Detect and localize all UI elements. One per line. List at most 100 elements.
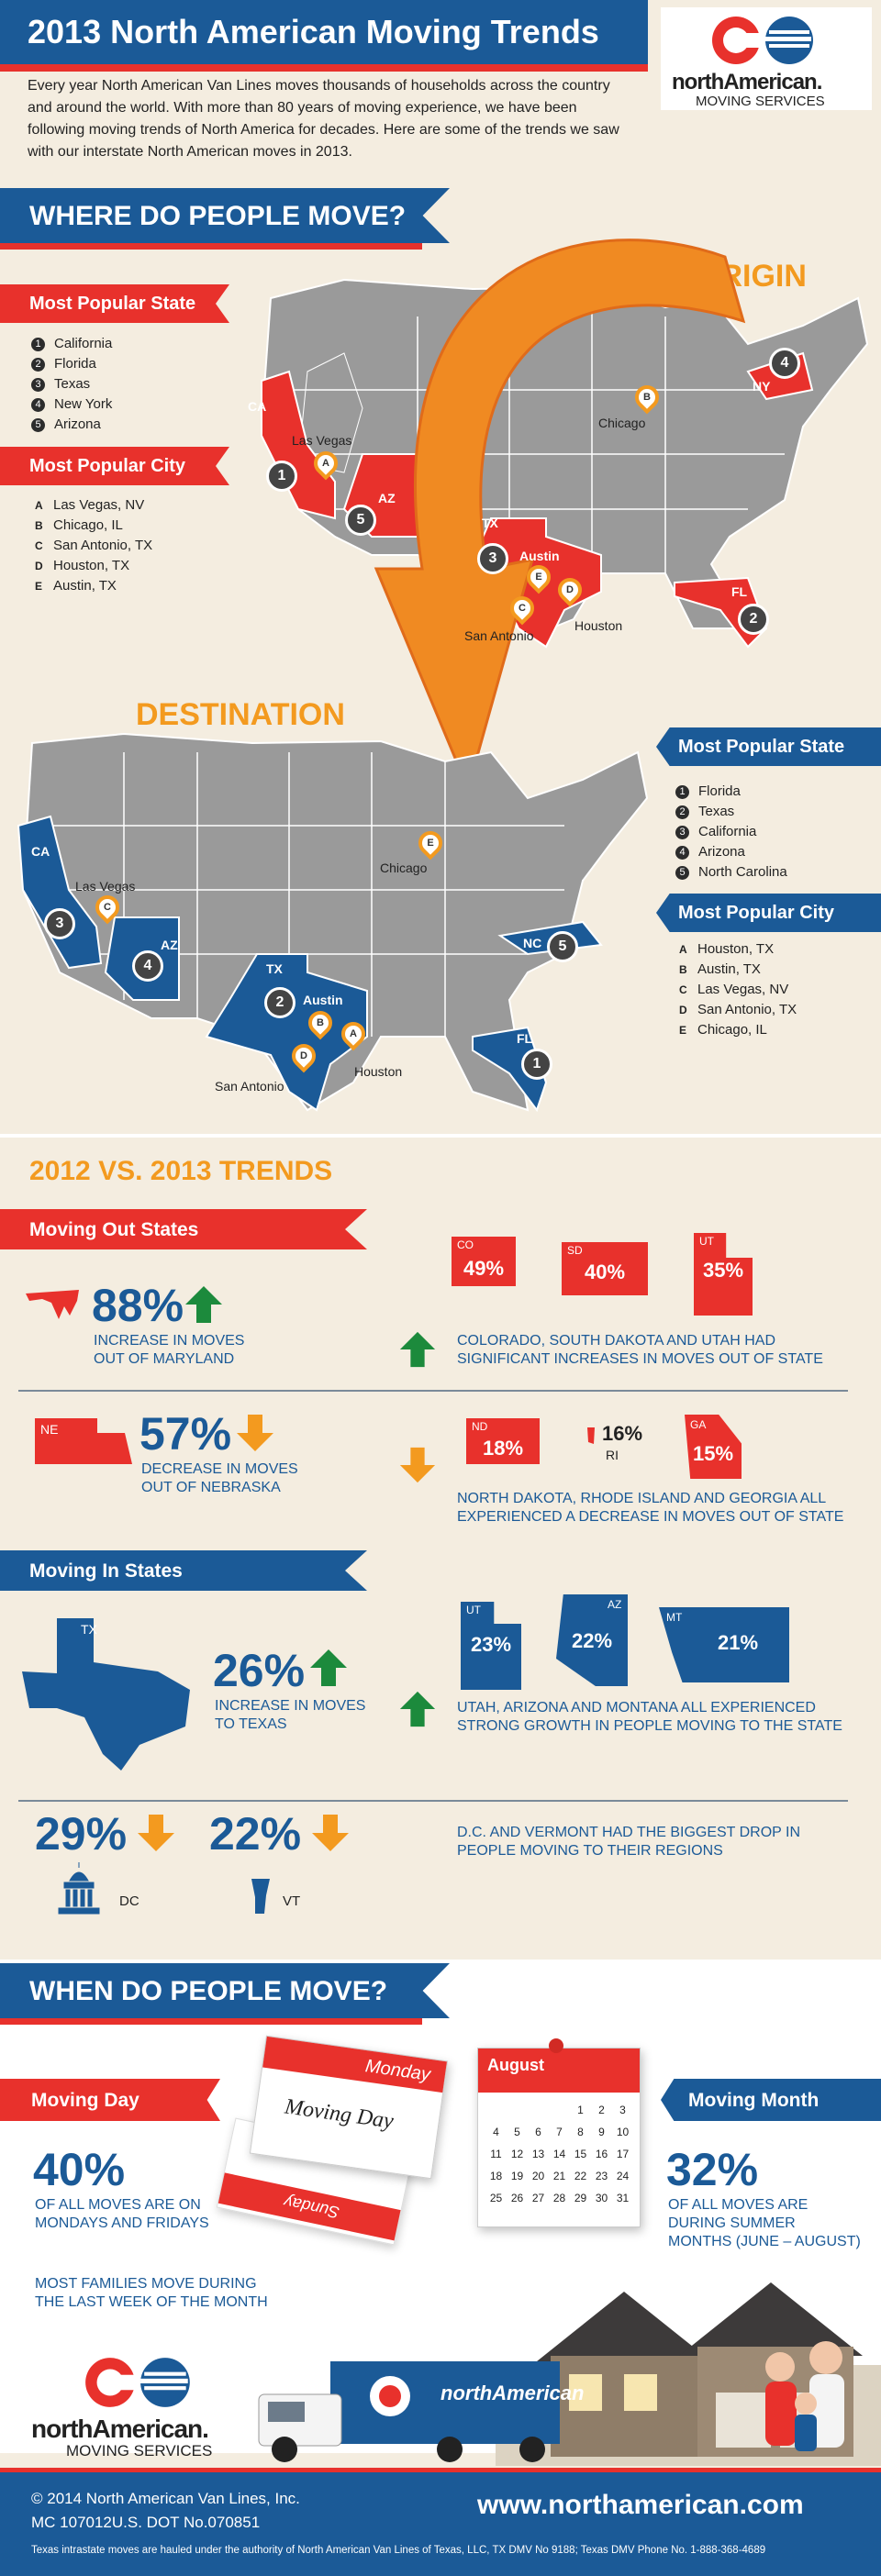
origin-city-banner-label: Most Popular City xyxy=(29,456,186,476)
arrow-up-icon xyxy=(310,1649,347,1686)
origin-map-label-fl: FL xyxy=(731,584,748,599)
calendar-day: 11 xyxy=(490,2148,502,2160)
destination-map-label-houston: Houston xyxy=(354,1064,403,1079)
header-title-bar xyxy=(0,0,648,64)
calendar-day xyxy=(549,2104,570,2126)
origin-rank-badge-4: 4 xyxy=(769,348,800,379)
tx-label: TX xyxy=(81,1622,97,1637)
list-item: 4 Arizona xyxy=(675,842,787,862)
origin-map-label-chicago: Chicago xyxy=(598,416,646,430)
destination-map-label-fl: FL xyxy=(517,1031,533,1046)
list-item: E Austin, TX xyxy=(35,578,117,594)
calendar-day xyxy=(507,2104,528,2126)
calendar-day: 17 xyxy=(616,2148,630,2160)
copyright-text: © 2014 North American Van Lines, Inc. xyxy=(31,2490,300,2507)
calendar-day: 31 xyxy=(616,2192,630,2204)
maryland-state-shape xyxy=(26,1290,79,1319)
month-calendar-title: August xyxy=(487,2056,544,2074)
sd-box: 40% xyxy=(562,1242,648,1295)
footer-bar xyxy=(0,2468,881,2576)
moving-out-banner-label: Moving Out States xyxy=(29,1219,199,1240)
arrow-down-icon xyxy=(399,1447,436,1483)
month-calendar: August 1 2 3 4 5 6 7 8 9 10 11 12 13 14 15 16 17 18 19 20 21… xyxy=(477,2048,641,2227)
co-box: 40%49% xyxy=(452,1237,516,1286)
destination-label: DESTINATION xyxy=(136,697,345,732)
nebraska-state-shape xyxy=(35,1418,132,1464)
ne-text: DECREASE IN MOVES OUT OF NEBRASKA xyxy=(141,1461,298,1495)
moving-month-banner: Moving Month xyxy=(661,2079,881,2121)
destination-state-banner: Most Popular State xyxy=(656,727,881,766)
destination-map-label-ca: CA xyxy=(31,844,50,859)
destination-state-banner-label: Most Popular State xyxy=(678,737,845,757)
where-banner-red-tail xyxy=(0,243,422,250)
co-label: CO xyxy=(457,1238,474,1251)
md-text: INCREASE IN MOVES OUT OF MARYLAND xyxy=(94,1333,245,1367)
origin-map-label-san-antonio: San Antonio xyxy=(464,628,534,643)
calendar-day: 8 xyxy=(577,2126,584,2138)
trends-title: 2012 VS. 2013 TRENDS xyxy=(29,1156,333,1186)
destination-rank-badge-2: 2 xyxy=(264,987,296,1018)
out-up-text: COLORADO, SOUTH DAKOTA AND UTAH HAD SIGN… xyxy=(457,1333,823,1367)
destination-state-list: 1 Florida 2 Texas 3 California 4 Arizona 5 No… xyxy=(675,782,787,883)
destination-map-label-az: AZ xyxy=(161,938,178,952)
destination-fl-state xyxy=(472,1026,548,1113)
destination-rank-badge-3: 3 xyxy=(44,908,75,939)
calendar-day: 25 xyxy=(489,2192,503,2204)
destination-rank-badge-4: 4 xyxy=(132,950,163,982)
list-item: D Houston, TX xyxy=(35,558,130,573)
list-item: A Houston, TX xyxy=(679,941,775,957)
az-in-label: AZ xyxy=(608,1598,622,1611)
origin-map-label-austin: Austin xyxy=(519,549,560,563)
calendar-week-row: 25 26 27 28 29 30 31 xyxy=(485,2192,634,2214)
where-banner: WHERE DO PEOPLE MOVE? xyxy=(0,188,450,243)
when-banner: WHEN DO PEOPLE MOVE? xyxy=(0,1963,450,2018)
truck-brand-text: northAmerican xyxy=(440,2382,585,2404)
website-link[interactable]: www.northamerican.com xyxy=(477,2490,804,2520)
list-item: C Las Vegas, NV xyxy=(679,982,789,997)
calendar-week-row: 18 19 20 21 22 23 24 xyxy=(485,2170,634,2192)
list-item: 5 Arizona xyxy=(31,415,112,435)
calendar-day: 23 xyxy=(595,2170,608,2182)
pushpin-icon xyxy=(549,2038,563,2053)
origin-map-label-ca: CA xyxy=(248,399,267,414)
ne-percent: 57% xyxy=(139,1408,232,1460)
origin-state-banner-label: Most Popular State xyxy=(29,294,196,314)
moving-day-banner: Moving Day xyxy=(0,2079,220,2121)
tx-text: INCREASE IN MOVES TO TEXAS xyxy=(215,1698,366,1732)
ga-label: GA xyxy=(690,1418,707,1431)
calendar-day: 12 xyxy=(510,2148,524,2160)
nd-label: ND xyxy=(472,1420,488,1433)
calendar-day: 16 xyxy=(595,2148,608,2160)
arrow-down-icon xyxy=(237,1415,273,1451)
list-item: 2 Texas xyxy=(675,802,787,822)
logo-sub: MOVING SERVICES xyxy=(696,94,825,109)
destination-map-label-las-vegas: Las Vegas xyxy=(75,879,136,894)
week-text: MOST FAMILIES MOVE DURING THE LAST WEEK … xyxy=(35,2276,268,2310)
calendar-day: 22 xyxy=(574,2170,587,2182)
list-item: E Chicago, IL xyxy=(679,1022,767,1038)
destination-city-list: A Houston, TX B Austin, TX C Las Vegas, NV … xyxy=(679,939,797,1040)
origin-rank-badge-3: 3 xyxy=(477,543,508,574)
list-item: B Austin, TX xyxy=(679,961,761,977)
md-percent: 88% xyxy=(92,1280,184,1331)
dc-percent: 29% xyxy=(35,1808,128,1860)
vt-percent: 22% xyxy=(209,1808,302,1860)
vermont-state-shape xyxy=(251,1879,270,1914)
footer-logo-sub: MOVING SERVICES xyxy=(66,2442,213,2459)
calendar-day: 28 xyxy=(552,2192,566,2204)
calendar-day: 19 xyxy=(510,2170,524,2182)
calendar-day: 27 xyxy=(531,2192,545,2204)
calendar-day: 24 xyxy=(616,2170,630,2182)
origin-ca-state xyxy=(261,370,336,520)
day-text: OF ALL MOVES ARE ON MONDAYS AND FRIDAYS xyxy=(35,2197,209,2231)
calendar-week-row: 1 2 3 xyxy=(485,2104,634,2126)
header-logo[interactable]: northAmerican. MOVING SERVICES xyxy=(661,7,872,110)
calendar-day: 15 xyxy=(574,2148,587,2160)
list-item: 4 New York xyxy=(31,394,112,415)
section-divider xyxy=(0,1134,881,1138)
truck-illustration xyxy=(258,2361,560,2462)
footer-logo-name: northAmerican. xyxy=(31,2415,209,2443)
arrow-up-icon xyxy=(399,1331,436,1368)
arrow-up-icon xyxy=(399,1691,436,1727)
destination-map-label-chicago: Chicago xyxy=(380,861,428,875)
